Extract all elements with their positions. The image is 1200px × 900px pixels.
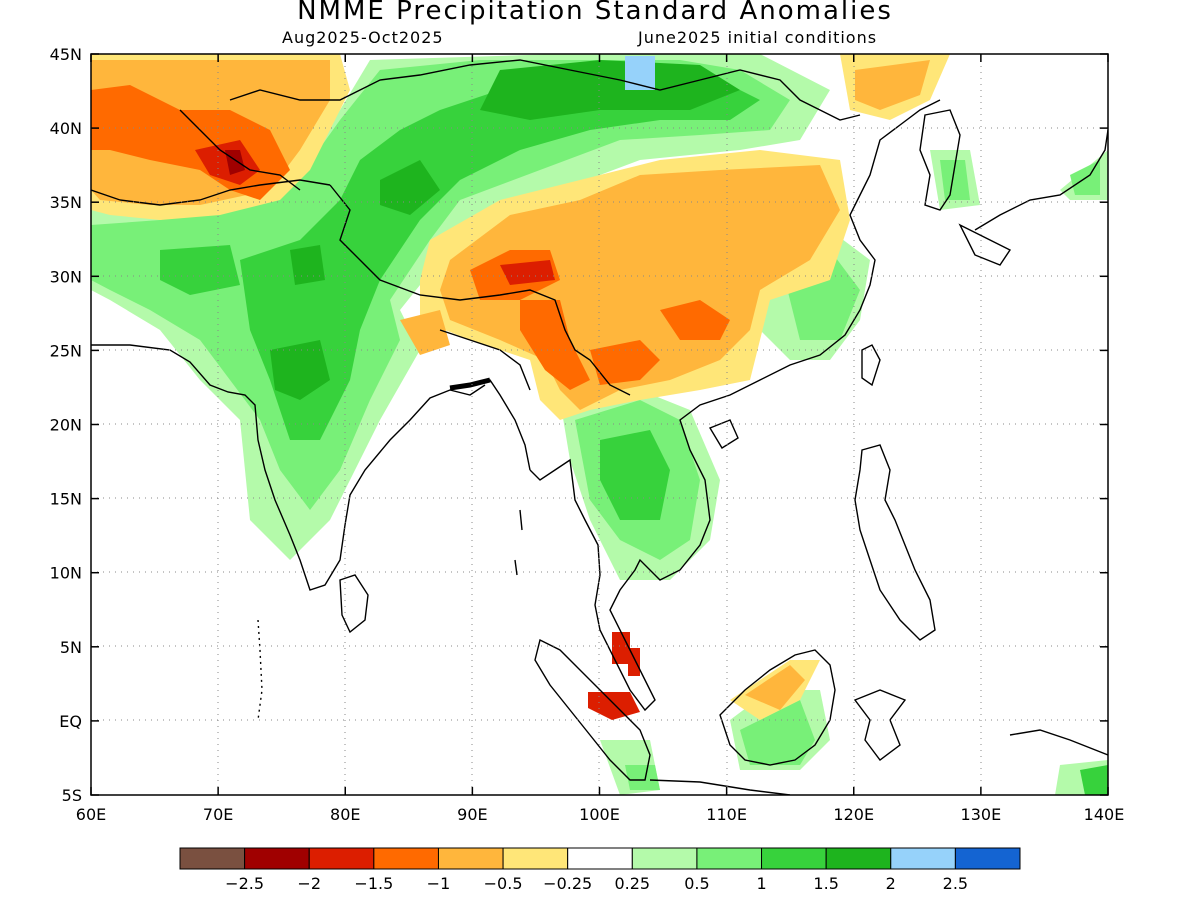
lon-label: 110E <box>706 805 747 824</box>
legend-label: −1.5 <box>354 874 393 893</box>
lon-label: 80E <box>330 805 360 824</box>
legend-label: −2 <box>297 874 321 893</box>
lat-label: 30N <box>50 267 82 286</box>
axis-ticks <box>90 53 1109 796</box>
legend-label: −0.25 <box>543 874 592 893</box>
lat-label: 20N <box>50 416 82 435</box>
legend-label: 1.5 <box>813 874 838 893</box>
legend-label: −2.5 <box>225 874 264 893</box>
legend-swatch <box>502 847 569 870</box>
legend-labels: −2.5 −2 −1.5 −1 −0.5 −0.25 0.25 0.5 1 1.5 2 2.5 <box>225 874 968 893</box>
latitude-labels: 45N 40N 35N 30N 25N 20N 15N 10N 5N EQ 5S <box>50 45 82 805</box>
lat-label: 15N <box>50 490 82 509</box>
lon-label: 60E <box>76 805 106 824</box>
lon-label: 100E <box>579 805 620 824</box>
legend-swatch <box>308 847 375 870</box>
legend-swatch <box>825 847 892 870</box>
initial-conditions: June2025 initial conditions <box>638 28 878 47</box>
legend-swatch <box>244 847 310 870</box>
forecast-period: Aug2025-Oct2025 <box>282 28 444 47</box>
legend-swatch <box>179 847 246 870</box>
legend-swatch <box>373 847 439 870</box>
lat-label: EQ <box>59 712 82 731</box>
anomaly-shading <box>91 54 1108 795</box>
longitude-labels: 60E 70E 80E 90E 100E 110E 120E 130E 140E <box>76 805 1125 824</box>
legend-label: 2 <box>886 874 896 893</box>
lat-label: 5S <box>62 786 82 805</box>
legend-swatch <box>761 847 827 870</box>
legend-swatch <box>890 847 956 870</box>
legend-label: 0.5 <box>684 874 709 893</box>
lon-label: 120E <box>833 805 874 824</box>
coastlines <box>91 59 1108 795</box>
legend-label: −0.5 <box>484 874 523 893</box>
color-legend <box>179 847 1021 870</box>
legend-label: 0.25 <box>614 874 650 893</box>
lat-label: 40N <box>50 119 82 138</box>
lon-label: 90E <box>457 805 487 824</box>
lat-label: 35N <box>50 193 82 212</box>
lat-label: 5N <box>60 638 82 657</box>
map-title: NMME Precipitation Standard Anomalies <box>297 0 893 26</box>
legend-swatch <box>696 847 763 870</box>
legend-swatch <box>437 847 504 870</box>
legend-label: −1 <box>427 874 451 893</box>
legend-swatch <box>567 847 633 870</box>
lat-label: 10N <box>50 564 82 583</box>
legend-swatch <box>954 847 1021 870</box>
lat-label: 45N <box>50 45 82 64</box>
legend-label: 1 <box>756 874 766 893</box>
lat-label: 25N <box>50 341 82 360</box>
lon-label: 140E <box>1084 805 1125 824</box>
legend-label: 2.5 <box>943 874 968 893</box>
lon-label: 130E <box>961 805 1002 824</box>
legend-swatch <box>631 847 698 870</box>
lon-label: 70E <box>203 805 233 824</box>
